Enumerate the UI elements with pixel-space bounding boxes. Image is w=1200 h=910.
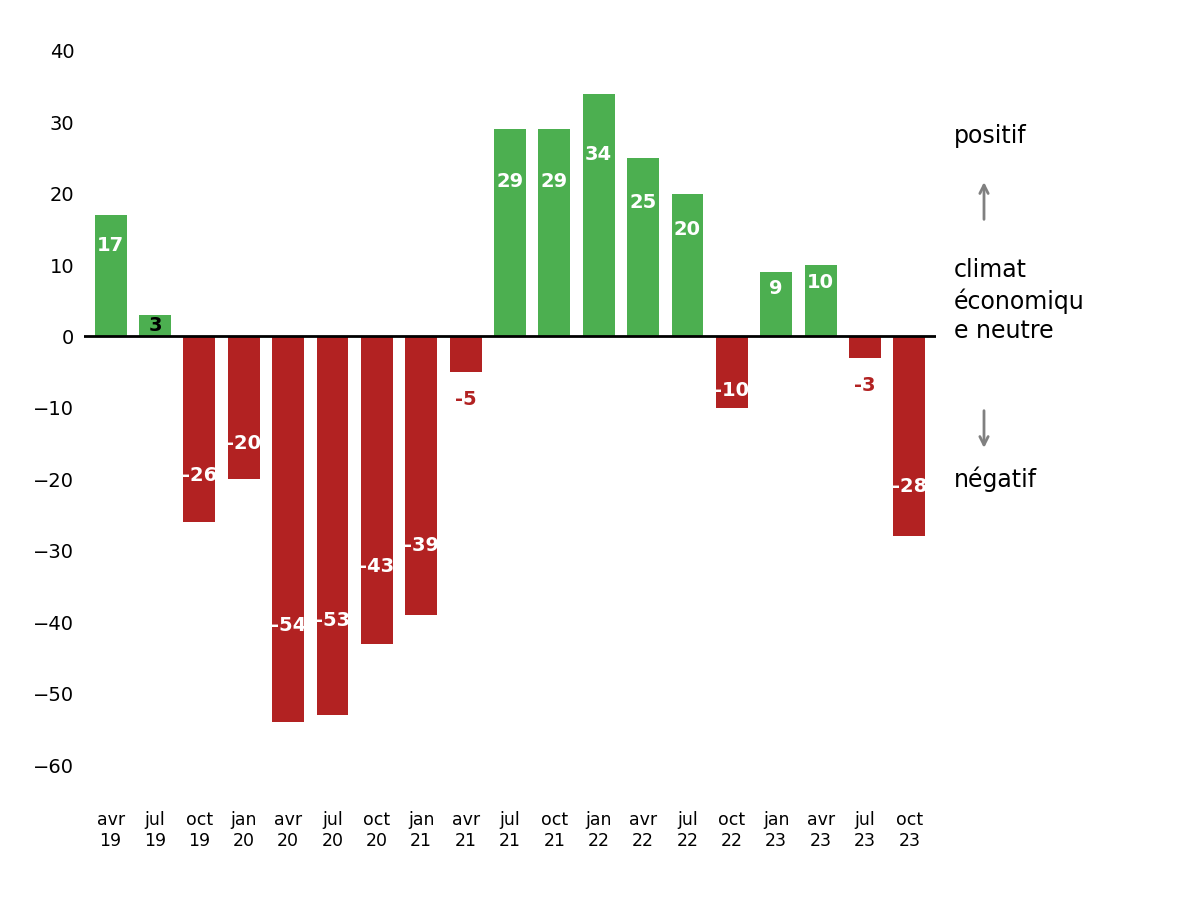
Text: climat
économiqu
e neutre: climat économiqu e neutre: [954, 258, 1085, 343]
Text: -53: -53: [314, 611, 350, 630]
Bar: [716, 337, 748, 408]
Text: 17: 17: [97, 236, 124, 255]
Bar: [450, 337, 481, 372]
Text: 25: 25: [630, 193, 656, 212]
Text: -28: -28: [892, 477, 926, 496]
Text: -5: -5: [455, 390, 476, 409]
Text: 9: 9: [769, 278, 782, 298]
Bar: [672, 194, 703, 337]
Bar: [494, 129, 526, 337]
Bar: [583, 94, 614, 337]
Text: positif: positif: [954, 125, 1027, 148]
Text: -10: -10: [714, 380, 749, 399]
Text: 10: 10: [808, 273, 834, 292]
Text: -43: -43: [359, 557, 395, 576]
Bar: [272, 337, 304, 723]
Bar: [761, 272, 792, 337]
Bar: [184, 337, 215, 522]
Bar: [406, 337, 437, 615]
Bar: [317, 337, 348, 715]
Bar: [361, 337, 392, 643]
Text: 20: 20: [674, 220, 701, 238]
Text: -39: -39: [403, 536, 439, 555]
Bar: [850, 337, 881, 358]
Text: 34: 34: [586, 145, 612, 164]
Text: 29: 29: [541, 172, 568, 190]
Text: -54: -54: [270, 616, 306, 635]
Bar: [139, 315, 170, 337]
Text: -3: -3: [854, 376, 876, 395]
Text: -20: -20: [227, 434, 262, 453]
Text: -26: -26: [181, 466, 217, 485]
Text: négatif: négatif: [954, 467, 1037, 492]
Bar: [628, 157, 659, 337]
Bar: [805, 265, 836, 337]
Bar: [539, 129, 570, 337]
Text: 29: 29: [497, 172, 523, 190]
Text: 3: 3: [149, 317, 162, 335]
Bar: [893, 337, 925, 537]
Bar: [228, 337, 259, 480]
Bar: [95, 215, 127, 337]
